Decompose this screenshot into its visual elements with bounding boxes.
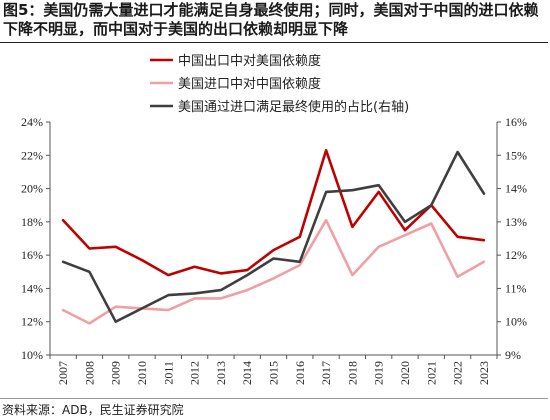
source-divider [0, 398, 548, 399]
source-note: 资料来源：ADB，民生证券研究院 [2, 403, 184, 417]
x-tick-label: 2022 [451, 361, 465, 385]
x-tick-label: 2015 [267, 361, 281, 385]
right-tick-label: 13% [505, 215, 527, 229]
right-tick-label: 10% [505, 315, 527, 329]
left-tick-label: 16% [21, 248, 43, 262]
left-tick-label: 10% [21, 348, 43, 362]
x-tick-label: 2012 [188, 361, 202, 385]
x-tick-label: 2013 [214, 361, 228, 385]
x-tick-label: 2020 [398, 361, 412, 385]
x-tick-label: 2011 [161, 361, 175, 385]
x-tick-label: 2007 [56, 361, 70, 385]
legend-label-3: 美国通过进口满足最终使用的占比(右轴) [178, 99, 409, 115]
right-tick-label: 16% [505, 115, 527, 129]
x-tick-label: 2010 [135, 361, 149, 385]
left-tick-label: 24% [21, 115, 43, 129]
legend-label-1: 中国出口中对美国依赖度 [178, 53, 321, 69]
x-tick-label: 2016 [293, 361, 307, 385]
x-tick-label: 2009 [109, 361, 123, 385]
left-tick-label: 20% [21, 182, 43, 196]
left-tick-label: 22% [21, 148, 43, 162]
left-tick-label: 14% [21, 281, 43, 295]
series-line-1 [61, 149, 486, 277]
left-tick-label: 18% [21, 215, 43, 229]
legend-label-2: 美国进口中对中国依赖度 [178, 76, 321, 92]
left-tick-label: 12% [21, 315, 43, 329]
right-tick-label: 14% [505, 182, 527, 196]
chart-title: 图5：美国仍需大量进口才能满足自身最终使用；同时，美国对于中国的进口依赖下降不明… [3, 1, 539, 38]
x-tick-label: 2008 [82, 361, 96, 385]
title-divider [0, 42, 548, 43]
x-tick-label: 2017 [319, 361, 333, 385]
x-tick-label: 2018 [345, 361, 359, 385]
right-tick-label: 15% [505, 148, 527, 162]
series-line-3 [61, 150, 486, 324]
line-chart: 10% 12% 14% 16% 18% 20% 22% 24% 9% 10% 11% 12% 13% 14… [21, 53, 527, 385]
chart-legend: 中国出口中对美国依赖度美国进口中对中国依赖度美国通过进口满足最终使用的占比(右轴… [150, 53, 409, 115]
chart-axes: 10% 12% 14% 16% 18% 20% 22% 24% 9% 10% 11% 12% 13% 14… [21, 115, 527, 385]
right-tick-label: 12% [505, 248, 527, 262]
series-line-2 [61, 218, 486, 325]
x-tick-label: 2021 [424, 361, 438, 385]
chart-series [61, 149, 486, 325]
x-tick-label: 2023 [477, 361, 491, 385]
right-tick-label: 9% [505, 348, 521, 362]
x-tick-label: 2019 [372, 361, 386, 385]
x-tick-label: 2014 [240, 361, 254, 385]
right-tick-label: 11% [505, 281, 527, 295]
